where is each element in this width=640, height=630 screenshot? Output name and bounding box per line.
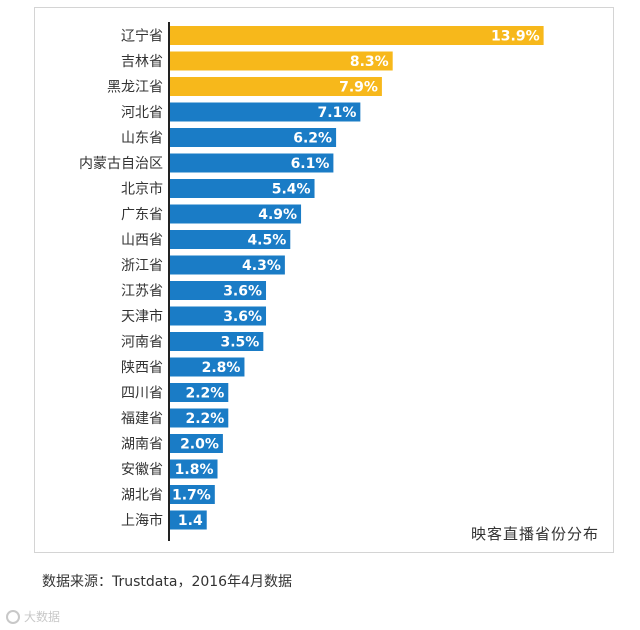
bar-1: [169, 26, 544, 45]
category-label-1: 辽宁省: [121, 28, 163, 45]
value-label-7: 5.4%: [272, 182, 311, 198]
value-label-14: 2.8%: [202, 360, 241, 376]
value-label-1: 13.9%: [491, 29, 540, 45]
value-label-12: 3.6%: [223, 309, 262, 325]
bar-17: [169, 434, 223, 453]
category-label-14: 陕西省: [121, 360, 163, 376]
bar-7: [169, 179, 315, 198]
bar-12: [169, 306, 267, 326]
value-label-3: 7.9%: [339, 80, 378, 96]
bar-3: [169, 77, 382, 96]
value-label-8: 4.9%: [258, 207, 297, 223]
chart-frame: 辽宁省 13.9% 吉林省 8.3% 黑龙江省 7.9% 河北省 7.1% 山东省 6.2% 内蒙古…: [34, 7, 614, 553]
category-label-10: 浙江省: [121, 258, 163, 274]
value-label-11: 3.6%: [223, 284, 262, 300]
value-label-10: 4.3%: [242, 258, 281, 274]
category-label-6: 内蒙古自治区: [79, 156, 163, 172]
watermark-logo-icon: [6, 609, 20, 624]
chart-title: 映客直播省份分布: [470, 525, 599, 543]
category-label-19: 湖北省: [121, 488, 163, 504]
bar-19: [169, 485, 215, 504]
bar-4: [169, 102, 361, 122]
bar-8: [169, 204, 302, 224]
bar-9: [169, 230, 291, 249]
bar-13: [169, 332, 264, 351]
category-label-17: 湖南省: [121, 437, 163, 453]
watermark: 大数据: [6, 608, 60, 625]
value-label-17: 2.0%: [180, 437, 219, 453]
bar-10: [169, 255, 285, 275]
category-label-13: 河南省: [121, 335, 163, 351]
value-label-5: 6.2%: [293, 131, 332, 147]
value-label-20: 1.4: [178, 513, 203, 529]
value-label-6: 6.1%: [291, 156, 330, 172]
category-label-2: 吉林省: [121, 54, 163, 70]
bar-11: [169, 281, 267, 300]
source-note: 数据来源：Trustdata，2016年4月数据: [42, 574, 292, 590]
value-label-15: 2.2%: [185, 386, 224, 402]
category-label-12: 天津市: [121, 308, 163, 325]
bar-16: [169, 408, 229, 428]
bar-2: [169, 51, 393, 71]
bar-18: [169, 459, 218, 479]
value-label-9: 4.5%: [247, 233, 286, 249]
category-label-4: 河北省: [121, 105, 163, 121]
category-label-15: 四川省: [121, 386, 163, 402]
category-label-8: 广东省: [121, 207, 163, 223]
value-label-2: 8.3%: [350, 54, 389, 70]
value-label-13: 3.5%: [220, 335, 259, 351]
bar-15: [169, 383, 229, 402]
value-label-19: 1.7%: [172, 488, 211, 504]
value-label-16: 2.2%: [185, 411, 224, 427]
bar-chart: 辽宁省 13.9% 吉林省 8.3% 黑龙江省 7.9% 河北省 7.1% 山东省 6.2% 内蒙古…: [79, 22, 544, 541]
bar-20: [169, 510, 207, 530]
value-label-4: 7.1%: [318, 105, 357, 121]
category-label-7: 北京市: [121, 181, 163, 198]
bar-14: [169, 357, 245, 377]
bar-5: [169, 128, 337, 147]
category-label-16: 福建省: [121, 411, 163, 427]
watermark-text: 大数据: [24, 610, 61, 624]
category-label-20: 上海市: [121, 512, 163, 529]
category-label-11: 江苏省: [121, 284, 163, 300]
value-label-18: 1.8%: [175, 462, 214, 478]
bar-6: [169, 153, 334, 173]
category-label-3: 黑龙江省: [107, 80, 163, 96]
bars-layer: 辽宁省 13.9% 吉林省 8.3% 黑龙江省 7.9% 河北省 7.1% 山东省 6.2% 内蒙古…: [79, 26, 544, 530]
category-label-18: 安徽省: [121, 462, 163, 478]
category-label-9: 山西省: [121, 233, 163, 249]
category-label-5: 山东省: [121, 131, 163, 147]
